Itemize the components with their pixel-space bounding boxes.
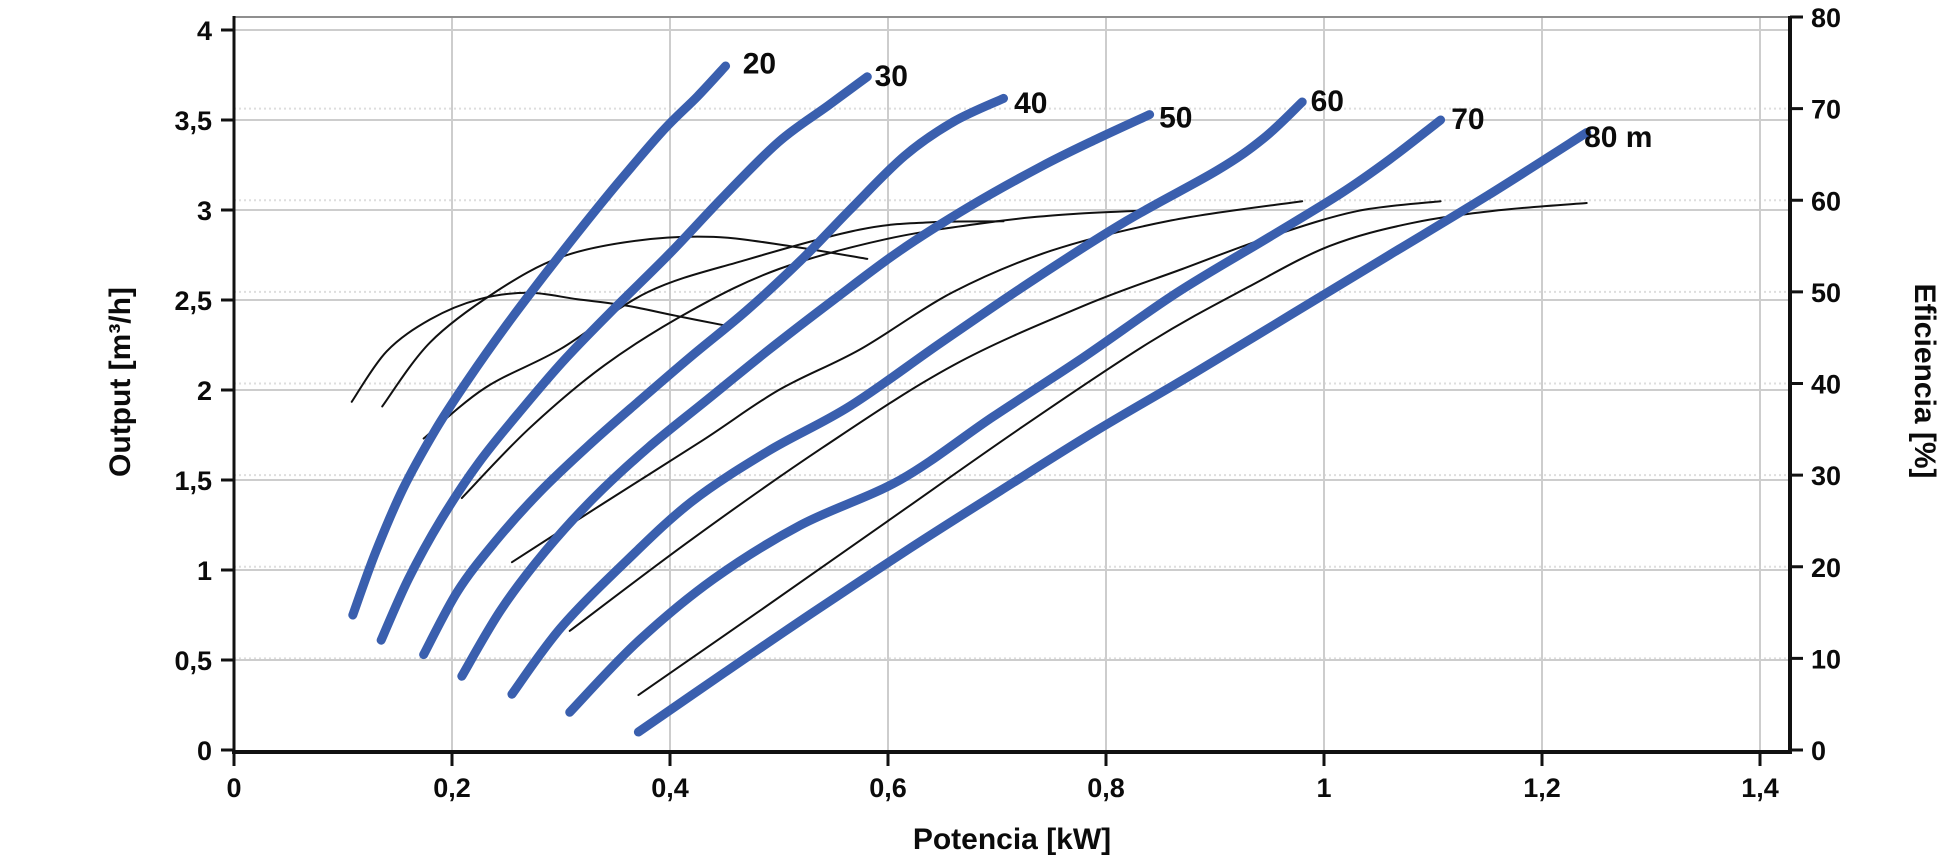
head-curve-30 bbox=[376, 72, 872, 645]
y-left-tick-label: 4 bbox=[197, 16, 212, 46]
head-curve-20 bbox=[348, 61, 731, 620]
y-axis-right-title: Eficiencia [%] bbox=[1908, 283, 1941, 479]
x-tick-label: 1 bbox=[1316, 773, 1331, 803]
x-tick-label: 1,4 bbox=[1741, 773, 1779, 803]
y-left-tick-label: 0,5 bbox=[174, 646, 212, 676]
curve-label-80-m: 80 m bbox=[1584, 121, 1652, 154]
x-axis-title: Potencia [kW] bbox=[912, 823, 1112, 856]
efficiency-curve-30 bbox=[381, 235, 869, 408]
head-curves-layer bbox=[348, 61, 1592, 737]
efficiency-curve-80 bbox=[637, 202, 1588, 697]
curve-labels-layer: 20 30 40 50 60 70 80 m bbox=[743, 47, 1653, 154]
curve-label-30: 30 bbox=[875, 60, 908, 93]
head-curve-60 bbox=[507, 97, 1307, 699]
y-right-tick-label: 80 bbox=[1811, 3, 1841, 33]
x-tick-label: 0 bbox=[226, 773, 241, 803]
y-right-tick-label: 10 bbox=[1811, 644, 1841, 674]
y-left-tick-label: 3,5 bbox=[174, 106, 212, 136]
y-right-tick-label: 40 bbox=[1811, 370, 1841, 400]
head-curve-70 bbox=[565, 115, 1446, 717]
head-curve-50 bbox=[457, 110, 1155, 681]
tick-marks bbox=[221, 15, 1803, 766]
x-tick-label: 0,6 bbox=[869, 773, 907, 803]
y-right-tick-label: 70 bbox=[1811, 95, 1841, 125]
y-left-tick-label: 1,5 bbox=[174, 466, 212, 496]
curve-label-60: 60 bbox=[1311, 85, 1344, 118]
x-tick-label: 0,2 bbox=[433, 773, 471, 803]
efficiency-curve-50 bbox=[460, 209, 1153, 500]
efficiency-curves-layer bbox=[350, 200, 1588, 697]
y-left-tick-label: 2 bbox=[197, 376, 212, 406]
y-axis-left-title: Output [m³/h] bbox=[104, 287, 137, 477]
head-curve-80-m bbox=[633, 128, 1592, 737]
efficiency-curve-60 bbox=[510, 200, 1304, 564]
y-left-tick-label: 0 bbox=[197, 736, 212, 766]
efficiency-curve-70 bbox=[568, 200, 1442, 632]
y-right-tick-label: 0 bbox=[1811, 736, 1826, 766]
efficiency-curve-40 bbox=[422, 220, 1005, 440]
y-left-tick-label: 1 bbox=[197, 556, 212, 586]
curve-label-20: 20 bbox=[743, 47, 776, 80]
y-right-tick-label: 30 bbox=[1811, 461, 1841, 491]
head-curve-40 bbox=[419, 93, 1008, 660]
curve-label-50: 50 bbox=[1159, 101, 1192, 134]
x-tick-label: 0,8 bbox=[1087, 773, 1125, 803]
curve-label-70: 70 bbox=[1451, 103, 1484, 136]
x-tick-label: 1,2 bbox=[1523, 773, 1561, 803]
y-right-tick-label: 50 bbox=[1811, 278, 1841, 308]
y-right-tick-label: 20 bbox=[1811, 553, 1841, 583]
y-right-tick-label: 60 bbox=[1811, 186, 1841, 216]
x-tick-label: 0,4 bbox=[651, 773, 689, 803]
y-left-tick-label: 2,5 bbox=[174, 286, 212, 316]
y-left-tick-label: 3 bbox=[197, 196, 212, 226]
curve-label-40: 40 bbox=[1014, 87, 1047, 120]
plot-frame bbox=[232, 16, 1792, 754]
